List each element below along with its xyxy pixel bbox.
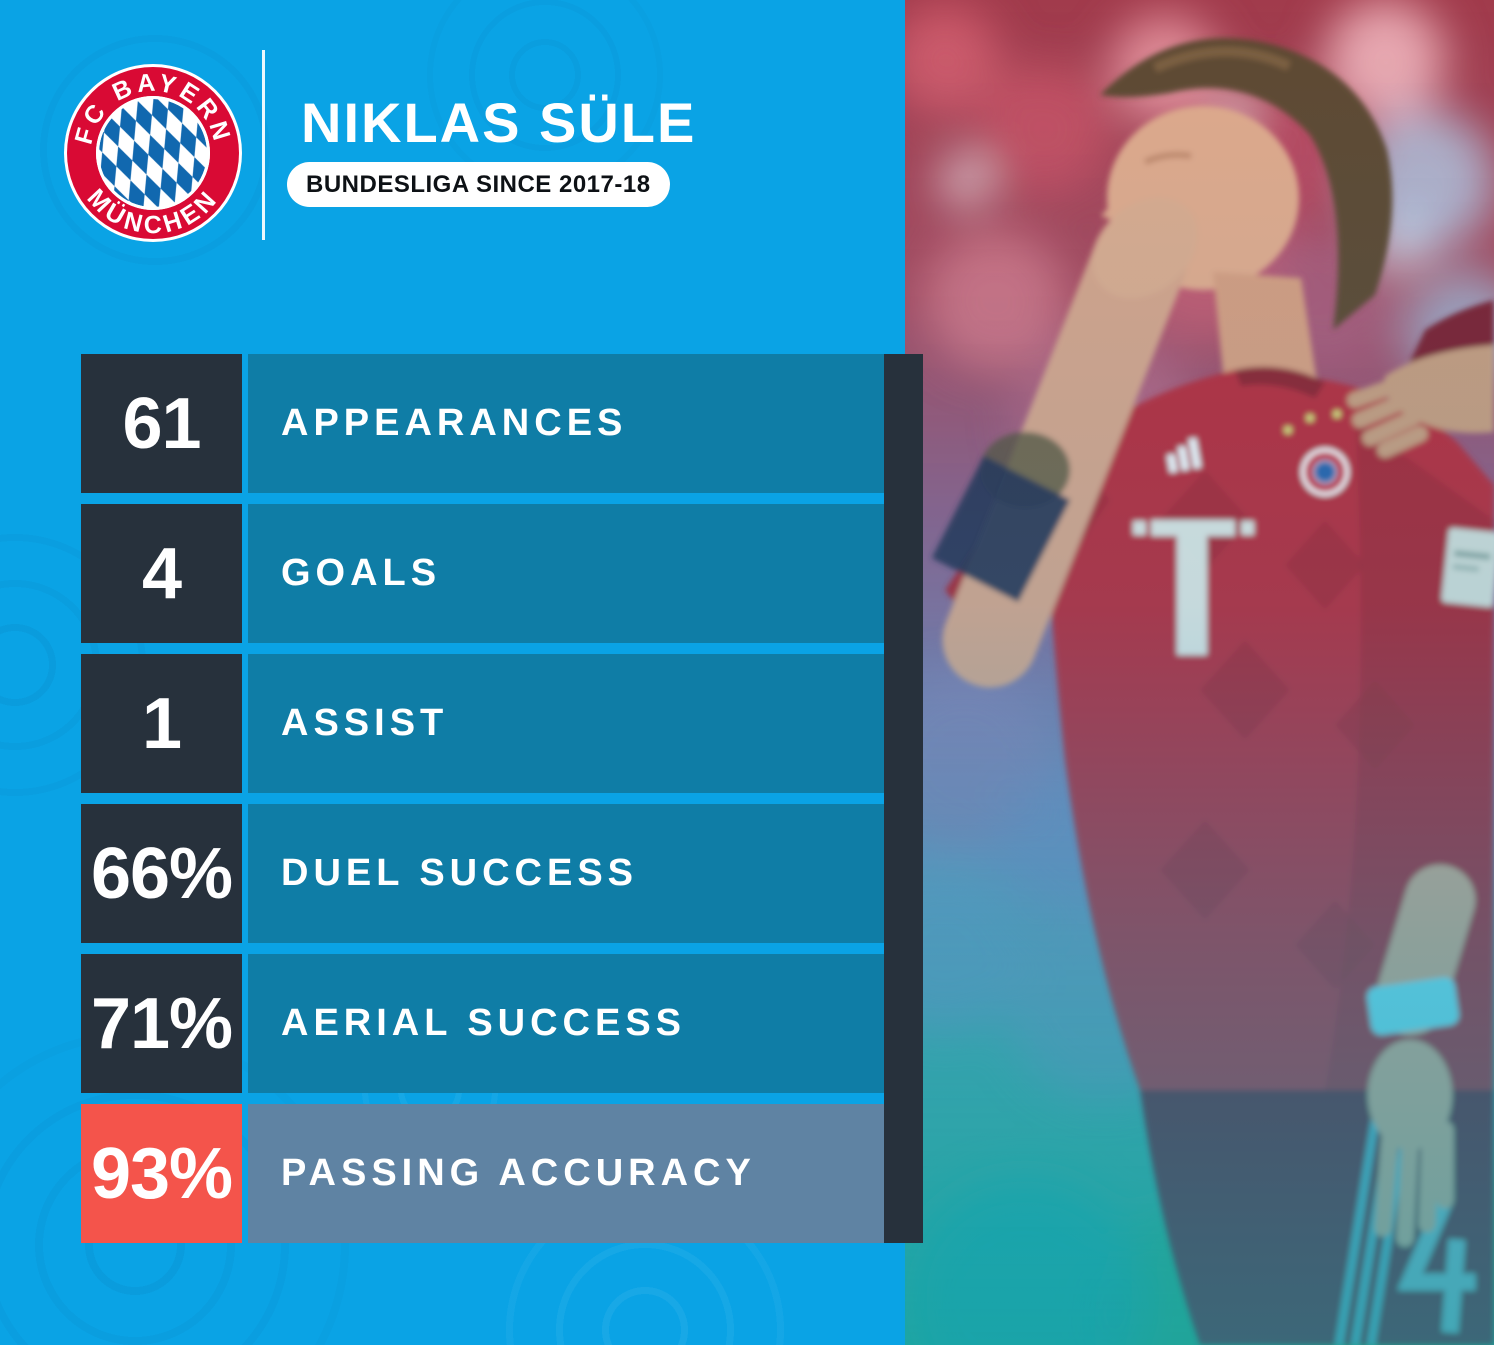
teal-overlay [905,0,1494,1345]
stat-row-goals: 4 GOALS [81,504,884,643]
stat-label: APPEARANCES [248,354,884,493]
stat-value-highlight: 93% [81,1104,242,1243]
page-title: NIKLAS SÜLE [301,91,697,154]
fc-bayern-logo: FC BAYERN MÜNCHEN [64,64,242,242]
stat-label: ASSIST [248,654,884,793]
stat-row-assist: 1 ASSIST [81,654,884,793]
stat-value: 61 [81,354,242,493]
stat-label-highlight: PASSING ACCURACY [248,1104,884,1243]
stat-value: 66% [81,804,242,943]
stat-value: 4 [81,504,242,643]
stats-right-strip [884,354,923,1243]
player-photo [905,0,1494,1345]
stat-value: 71% [81,954,242,1093]
stat-value: 1 [81,654,242,793]
header-divider [262,50,265,240]
stat-row-duel-success: 66% DUEL SUCCESS [81,804,884,943]
logo-lozenge-center [99,99,207,207]
stat-row-appearances: 61 APPEARANCES [81,354,884,493]
subtitle-badge: BUNDESLIGA SINCE 2017-18 [287,162,670,207]
stat-label: DUEL SUCCESS [248,804,884,943]
stat-row-aerial-success: 71% AERIAL SUCCESS [81,954,884,1093]
stat-label: GOALS [248,504,884,643]
stats-table: 61 APPEARANCES 4 GOALS 1 ASSIST 66% DUEL… [81,354,884,1243]
stat-label: AERIAL SUCCESS [248,954,884,1093]
stat-row-passing-accuracy: 93% PASSING ACCURACY [81,1104,884,1243]
